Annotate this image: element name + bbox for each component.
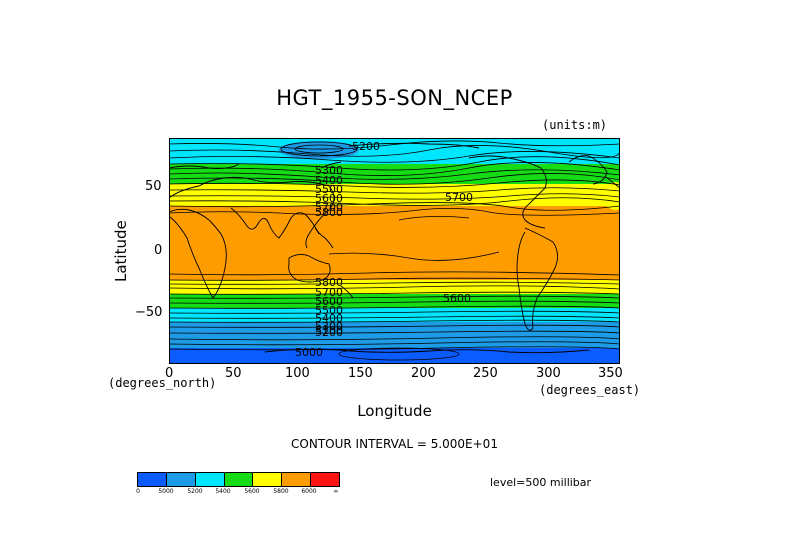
colorbar-swatch <box>253 473 283 486</box>
contour-label: 5400 <box>315 174 343 187</box>
x-tick-label: 50 <box>225 366 242 381</box>
colorbar-label: 5400 <box>215 488 231 495</box>
contour-label: 5400 <box>315 312 343 325</box>
level-label: level=500 millibar <box>490 476 592 489</box>
contour-label: 5600 <box>443 292 471 305</box>
colorbar-label: 5800 <box>273 488 289 495</box>
colorbar-label: 0 <box>136 488 140 495</box>
contour-label: 5700 <box>445 191 473 204</box>
contour-label: 5800 <box>315 206 343 219</box>
band-5400-5600-north <box>169 164 620 184</box>
colorbar-label: 6000 <box>301 488 317 495</box>
band-5200-5400-south <box>169 308 620 322</box>
contour-label: 5600 <box>315 295 343 308</box>
y-tick-label: −50 <box>135 305 163 320</box>
colorbar-swatch <box>224 473 254 486</box>
colorbar-label: ∞ <box>333 488 339 495</box>
band-below-5000-south <box>169 348 620 364</box>
contour-label: 5000 <box>295 346 323 359</box>
contour-label: 5200 <box>352 140 380 153</box>
colorbar-swatch <box>195 473 225 486</box>
units-label: (units:m) <box>542 118 608 132</box>
x-axis-title: Longitude <box>357 402 432 420</box>
contour-label: 5500 <box>315 183 343 196</box>
contour-lines <box>169 140 620 361</box>
x-tick-label: 350 <box>598 366 623 381</box>
coastlines <box>169 142 620 354</box>
map-title: HGT_1955-SON_NCEP <box>276 86 513 110</box>
contour-label: 5300 <box>315 164 343 177</box>
cell-5000-5200-north <box>279 141 359 159</box>
contour-label: 5700 <box>315 201 343 214</box>
contour-label: 5300 <box>315 320 343 333</box>
colorbar-swatch <box>311 473 340 486</box>
colorbar-swatch <box>166 473 196 486</box>
colorbar-label: 5000 <box>158 488 174 495</box>
colorbar-label: 5200 <box>187 488 203 495</box>
contour-label: 5200 <box>315 326 343 339</box>
y-axis-unit: (degrees_north) <box>108 376 217 390</box>
height-field-map: 5200 5300 5400 5500 5600 5700 5800 5800 … <box>169 138 620 364</box>
contour-label: 5800 <box>315 276 343 289</box>
band-5200-5400-north <box>169 138 620 164</box>
colorbar-swatch <box>138 473 167 486</box>
colorbar <box>137 472 340 487</box>
x-tick-label: 100 <box>285 366 310 381</box>
x-tick-label: 300 <box>536 366 561 381</box>
y-tick-label: 0 <box>154 243 163 258</box>
x-tick-label: 200 <box>411 366 436 381</box>
band-5400-5600-south <box>169 294 620 308</box>
x-axis-unit: (degrees_east) <box>539 383 641 397</box>
contour-interval-label: CONTOUR INTERVAL = 5.000E+01 <box>291 437 498 451</box>
colorbar-swatch <box>282 473 312 486</box>
x-tick-label: 150 <box>348 366 373 381</box>
colorbar-label: 5600 <box>244 488 260 495</box>
contour-label: 5700 <box>315 286 343 299</box>
band-5800-6000-tropics <box>169 206 620 280</box>
contour-label: 5600 <box>315 192 343 205</box>
colorbar-labels: 0 5000 5200 5400 5600 5800 6000 ∞ <box>136 488 340 496</box>
map-canvas: 5200 5300 5400 5500 5600 5700 5800 5800 … <box>169 138 620 364</box>
contour-label: 5100 <box>315 324 343 337</box>
contour-label: 5500 <box>315 304 343 317</box>
y-tick-label: 50 <box>145 179 162 194</box>
x-tick-label: 0 <box>165 366 174 381</box>
y-axis-title: Latitude <box>112 220 130 282</box>
x-tick-label: 250 <box>473 366 498 381</box>
contour-label-group: 5200 5300 5400 5500 5600 5700 5800 5800 … <box>295 140 473 359</box>
